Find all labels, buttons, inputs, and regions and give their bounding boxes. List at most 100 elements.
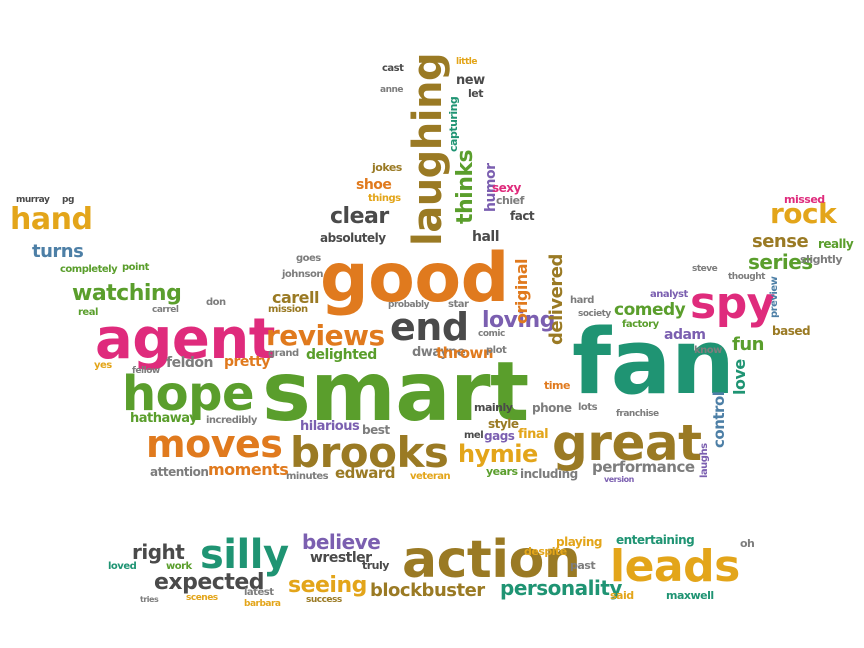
word-anne: anne [380, 85, 404, 95]
word-watching: watching [72, 281, 182, 306]
word-spy: spy [690, 278, 775, 329]
word-based: based [772, 324, 811, 338]
word-playing: playing [556, 535, 603, 549]
word-comedy: comedy [614, 300, 686, 320]
word-past: past [570, 559, 596, 572]
word-great: great [552, 414, 702, 472]
word-rock: rock [770, 197, 837, 230]
word-loved: loved [108, 561, 137, 572]
word-laughing[interactable]: laughing [405, 52, 451, 246]
word-really: really [818, 237, 854, 251]
word-agent: agent [95, 307, 276, 372]
word-style: style [488, 417, 519, 431]
word-goes: goes [296, 253, 321, 264]
word-hymie: hymie [458, 440, 538, 468]
word-fan: fan [572, 310, 735, 415]
word-fun: fun [732, 334, 764, 355]
word-fellow: fellow [132, 366, 160, 376]
word-loving: loving [482, 308, 555, 333]
word-maxwell: maxwell [666, 589, 714, 602]
word-carell: carell [272, 288, 320, 307]
word-entertaining: entertaining [616, 533, 695, 547]
word-laughs: laughs [699, 443, 710, 478]
word-success: success [306, 595, 342, 605]
word-believe: believe [302, 530, 381, 554]
word-despite: despite [524, 545, 567, 558]
word-let: let [468, 87, 484, 100]
word-turns: turns [32, 241, 84, 262]
word-don: don [206, 297, 226, 308]
word-steve: steve [692, 264, 718, 274]
word-real: real [78, 307, 98, 318]
word-moments: moments [208, 460, 289, 479]
word-version: version [604, 475, 634, 484]
word-seeing: seeing [288, 573, 367, 598]
word-delivered: delivered [546, 254, 567, 345]
word-feldon: feldon [166, 355, 214, 371]
word-star: star [448, 299, 469, 310]
word-barbara: barbara [244, 599, 281, 609]
word-pretty: pretty [224, 354, 270, 370]
word-thought: thought [728, 272, 765, 282]
word-mainly: mainly [474, 401, 513, 414]
word-latest: latest [244, 587, 274, 598]
word-capturing: capturing [447, 96, 460, 152]
word-original: original [512, 259, 531, 324]
word-shoe: shoe [356, 177, 392, 193]
word-smart: smart [262, 345, 529, 440]
word-plot: plot [486, 345, 507, 356]
word-oh: oh [740, 537, 755, 550]
word-hall: hall [472, 229, 500, 245]
word-johnson: johnson [282, 269, 323, 280]
word-grand: grand [268, 348, 299, 359]
word-truly: truly [362, 559, 389, 572]
word-thinks: thinks [453, 149, 478, 224]
word-franchise: franchise [616, 409, 659, 419]
word-end: end [390, 305, 469, 349]
word-final: final [518, 427, 549, 442]
word-attention: attention [150, 465, 209, 479]
word-probably: probably [388, 300, 429, 310]
word-phone: phone [532, 401, 572, 415]
word-said: said [610, 589, 634, 602]
word-preview: preview [769, 276, 780, 318]
word-mel: mel [464, 430, 484, 441]
word-delighted: delighted [306, 347, 377, 363]
word-hilarious: hilarious [300, 419, 360, 434]
word-years: years [486, 465, 518, 478]
word-analyst: analyst [650, 289, 688, 300]
word-silly: silly [200, 532, 289, 578]
word-little: little [456, 57, 477, 67]
word-yes: yes [94, 360, 112, 371]
word-brooks: brooks [290, 428, 449, 477]
word-carrel: carrel [152, 305, 179, 315]
word-comic: comic [478, 329, 505, 339]
word-personality: personality [500, 576, 622, 600]
word-absolutely: absolutely [320, 231, 386, 245]
word-minutes: minutes [286, 471, 329, 482]
word-slightly: slightly [800, 253, 843, 266]
word-point: point [122, 262, 149, 273]
word-sense: sense [752, 231, 809, 252]
word-leads: leads [610, 541, 740, 592]
word-know: know [694, 345, 722, 356]
word-cast: cast [382, 63, 404, 74]
word-thrown: thrown [436, 344, 494, 362]
word-new: new [456, 73, 485, 88]
word-clear: clear [330, 204, 389, 229]
word-good: good [320, 239, 509, 318]
word-sexy: sexy [492, 181, 521, 195]
word-hathaway: hathaway [130, 411, 198, 426]
word-including: including [520, 467, 578, 481]
word-action: action [402, 530, 581, 590]
word-pg: pg [62, 195, 74, 205]
word-hard: hard [570, 295, 594, 306]
word-hand: hand [10, 202, 93, 237]
word-wrestler: wrestler [310, 550, 372, 566]
word-veteran: veteran [410, 471, 451, 482]
word-chief: chief [496, 194, 524, 207]
word-dwayne: dwayne [412, 345, 466, 360]
word-best: best [362, 423, 390, 437]
word-love: love [730, 359, 749, 395]
